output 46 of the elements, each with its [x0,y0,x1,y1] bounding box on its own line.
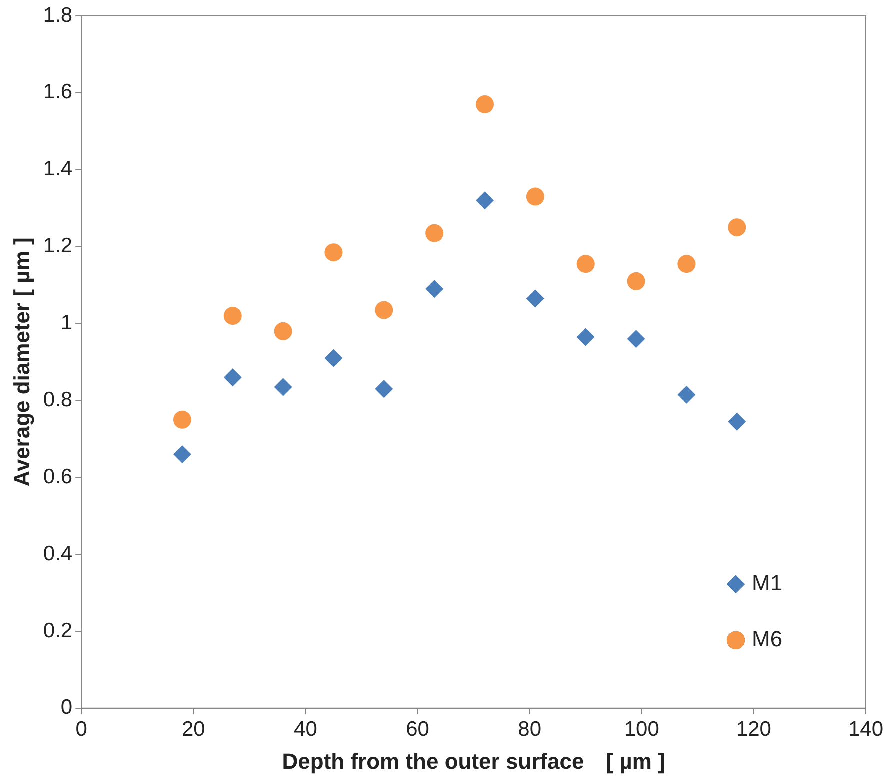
x-tick-label: 40 [294,718,318,741]
point [678,255,696,274]
y-tick-label: 1.8 [43,4,73,27]
point [375,301,394,320]
point [426,224,444,242]
x-tick-label: 140 [848,718,884,741]
y-tick-label: 0.6 [43,465,73,488]
point [526,290,544,308]
point [324,349,343,368]
point [274,378,292,396]
y-tick-label: 0.2 [43,619,73,642]
point [627,272,646,290]
point [476,192,494,210]
y-tick-label: 0.4 [43,542,73,566]
point [324,244,343,262]
x-tick-label: 100 [624,718,660,741]
point [375,380,394,398]
point [224,307,242,326]
x-tick-label: 60 [406,718,430,741]
x-tick-label: 80 [518,718,542,741]
x-tick-label: 0 [76,718,88,741]
y-tick-label: 0 [60,696,73,720]
y-tick-label: 1.4 [43,158,73,181]
y-tick-label: 1.6 [43,80,73,104]
x-tick-label: 20 [182,718,206,741]
x-axis-title: Depth from the outer surface [ µm ] [282,748,666,774]
y-tick-label: 0.8 [43,388,73,412]
point [476,95,494,114]
point [224,368,242,387]
point [426,280,444,298]
point [576,328,595,346]
point [274,322,292,340]
x-tick-label: 120 [736,718,772,741]
point [576,255,595,274]
y-tick-label: 1 [60,312,73,335]
point [728,412,746,431]
point [173,446,192,464]
point [173,410,192,429]
y-tick-label: 1.2 [43,234,73,258]
point [627,330,646,348]
legend-label: M6 [752,626,783,652]
legend-label: M1 [752,570,783,596]
point [728,218,746,237]
point [526,188,544,206]
point [678,386,696,404]
y-axis-title: Average diameter [ µm ] [9,238,34,487]
